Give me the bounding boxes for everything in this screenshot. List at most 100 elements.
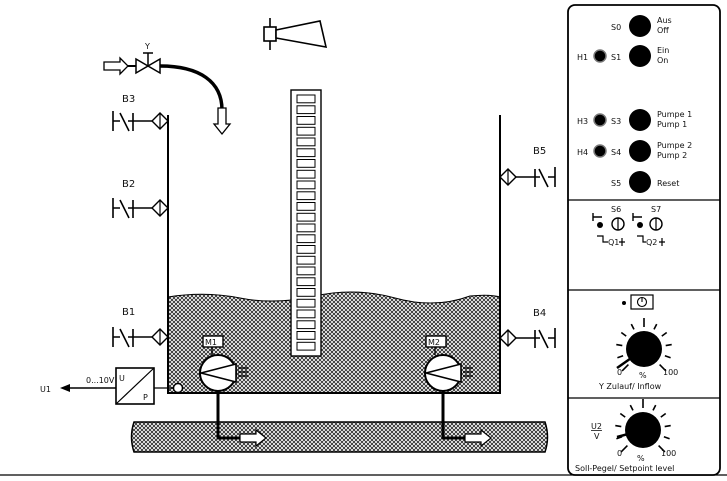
gauge-segment	[296, 212, 316, 222]
valve-label: Y	[144, 42, 150, 51]
inflow-knob-scale	[616, 318, 672, 372]
signal-u1-label: U1	[40, 385, 51, 394]
knob-tick	[621, 364, 629, 372]
gauge-segment	[296, 255, 316, 265]
sensor-b2: B2	[112, 179, 169, 219]
gauge-segment	[296, 288, 316, 297]
gauge-segment	[296, 126, 316, 136]
signal-u1: 0...10V U1	[40, 376, 116, 394]
sensor-b1: B1	[112, 307, 169, 348]
s7-label: S7	[651, 205, 661, 214]
setpoint-knob-unit: %	[637, 454, 645, 463]
setpoint-knob-max: 100	[661, 449, 676, 458]
gauge-segment	[296, 277, 316, 287]
h4-lamp	[593, 144, 607, 158]
s4-pump2-button[interactable]	[629, 140, 651, 162]
s6-label: S6	[611, 205, 621, 214]
gauge-segment	[296, 320, 316, 330]
gauge-segment	[296, 266, 316, 276]
inflow-knob-pointer	[616, 347, 645, 370]
sensor-b3-label: B3	[122, 94, 135, 105]
knob-tick	[652, 404, 657, 411]
knob-tick	[660, 412, 667, 418]
knob-tick	[661, 331, 668, 337]
setpoint-knob-caption: Soll-Pegel/ Setpoint level	[575, 464, 674, 473]
inflow-knob-unit: %	[639, 371, 647, 380]
s3-pump1-button[interactable]	[629, 109, 651, 131]
transducer-out-label: P	[143, 393, 148, 402]
inflow-knob-caption: Y Zulauf/ Inflow	[598, 382, 662, 391]
pressure-transducer: U P	[115, 367, 184, 405]
setpoint-knob-pointer	[616, 428, 644, 439]
knob-tick	[620, 331, 627, 337]
sensor-b5: B5	[499, 146, 556, 188]
gauge-segment	[296, 116, 316, 125]
sensor-b4: B4	[499, 308, 556, 349]
gauge-segment	[296, 94, 316, 104]
pump-m1-label: M1	[205, 338, 217, 347]
s1-on-button[interactable]	[629, 45, 651, 67]
pump-m1[interactable]: M1	[199, 335, 248, 392]
setpoint-input-unit: V	[594, 432, 600, 441]
pump-m1-outlet	[216, 391, 267, 448]
s4-line1: Pumpe 2	[657, 141, 692, 150]
s0-label: S0	[611, 23, 621, 32]
sensor-b5-label: B5	[533, 146, 546, 157]
setpoint-input-label: U2	[591, 422, 602, 431]
s4-line2: Pump 2	[657, 151, 687, 160]
pump-m2-outlet	[441, 391, 492, 448]
gauge-segment	[296, 191, 316, 201]
tank-walls	[167, 115, 501, 394]
knob-tick	[619, 412, 626, 418]
knob-tick	[665, 343, 672, 347]
q2-label: Q2	[646, 238, 657, 247]
fill-arrow-icon	[212, 107, 232, 136]
knob-tick	[616, 343, 623, 347]
knob-tick	[629, 404, 634, 411]
gauge-segment	[296, 223, 316, 233]
control-panel	[567, 4, 721, 476]
s3-line2: Pump 1	[657, 120, 687, 129]
gauge-segment	[296, 331, 316, 340]
knob-tick	[663, 436, 670, 440]
level-gauge	[290, 89, 322, 357]
s3-line1: Pumpe 1	[657, 110, 692, 119]
inflow-line	[103, 56, 136, 76]
sensor-b3: B3	[112, 94, 169, 132]
s1-label: S1	[611, 53, 621, 62]
h3-label: H3	[577, 117, 588, 126]
h1-label: H1	[577, 53, 588, 62]
knob-tick	[653, 323, 658, 330]
sensor-b2-label: B2	[122, 179, 135, 190]
gauge-segment	[296, 137, 316, 147]
transducer-in-label: U	[119, 374, 125, 383]
gauge-segment	[296, 169, 316, 179]
h1-lamp	[593, 49, 607, 63]
knob-tick	[658, 445, 666, 453]
s7-q2-switch[interactable]: S7 Q2	[632, 205, 665, 247]
inflow-mode-icon	[622, 294, 654, 310]
fill-pipe	[159, 64, 224, 111]
s0-line1: Aus	[657, 16, 672, 25]
s1-line1: Ein	[657, 46, 669, 55]
s6-q1-switch[interactable]: S6 Q1	[592, 205, 625, 247]
inlet-valve-icon[interactable]	[135, 52, 161, 75]
s3-label: S3	[611, 117, 621, 126]
inflow-knob-max: 100	[663, 368, 678, 377]
sensor-b4-label: B4	[533, 308, 546, 319]
s0-off-button[interactable]	[629, 15, 651, 37]
s5-reset-button[interactable]	[629, 171, 651, 193]
gauge-segment	[296, 341, 316, 351]
gauge-segment	[296, 105, 316, 115]
s5-label: S5	[611, 179, 621, 188]
pump-m2-label: M2	[428, 338, 440, 347]
gauge-segment	[296, 309, 316, 319]
inflow-knob-min: 0	[617, 368, 622, 377]
converter-range: 0...10V	[86, 376, 115, 385]
pump-m2[interactable]: M2	[424, 335, 473, 392]
horn-icon	[263, 18, 328, 50]
s4-label: S4	[611, 148, 621, 157]
gauge-segment	[296, 180, 316, 190]
gauge-segment	[296, 202, 316, 211]
